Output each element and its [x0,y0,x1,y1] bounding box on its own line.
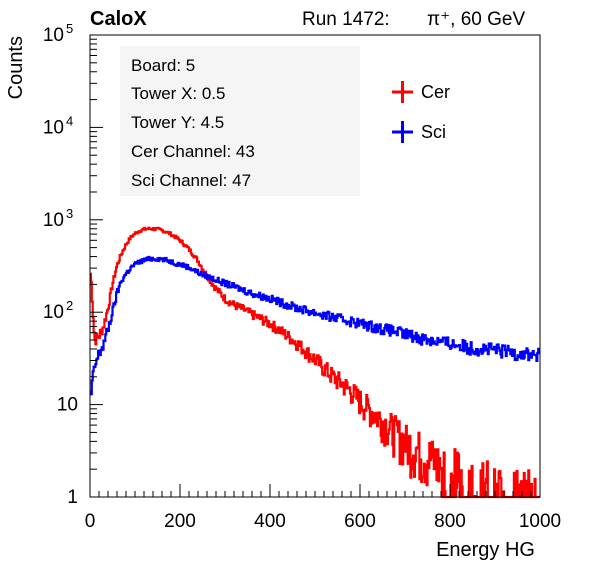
series-cer-line [89,226,540,499]
y-tick-label: 10 [43,302,64,323]
y-tick-label: 10 [43,117,64,138]
legend-cer-label: Cer [421,82,450,102]
x-tick-label: 800 [434,511,466,532]
series-sci-line [89,255,541,396]
info-box: Board: 5 Tower X: 0.5 Tower Y: 4.5 Cer C… [120,46,360,196]
axis-ticks [89,34,541,498]
info-sci-channel: Sci Channel: 47 [131,171,251,190]
x-tick-label: 200 [164,511,196,532]
y-tick-label-exponent: 4 [66,113,73,128]
x-tick-label: 400 [254,511,286,532]
y-tick-label: 10 [43,25,64,46]
y-tick-label-exponent: 3 [66,206,73,221]
legend: Cer Sci [392,81,450,143]
y-tick-label: 10 [43,210,64,231]
y-tick-label-exponent: 5 [66,21,73,36]
legend-sci-marker [392,121,413,143]
x-tick-label: 1000 [519,511,561,532]
info-board: Board: 5 [131,56,195,75]
y-tick-label: 10 [57,395,78,416]
y-tick-label-exponent: 2 [66,298,73,313]
legend-cer-marker [392,81,413,103]
beam-label: π⁺, 60 GeV [427,9,525,30]
info-cer-channel: Cer Channel: 43 [131,142,255,161]
legend-sci-label: Sci [421,122,446,142]
run-label: Run 1472: [302,9,390,30]
info-box-background [120,46,360,196]
x-tick-label: 0 [85,511,96,532]
x-axis-title: Energy HG [436,539,535,561]
y-tick-label: 1 [67,487,78,508]
info-tower-x: Tower X: 0.5 [131,84,226,103]
experiment-label: CaloX [90,8,147,30]
info-tower-y: Tower Y: 4.5 [131,113,224,132]
data-series [89,226,541,499]
x-tick-label: 600 [344,511,376,532]
y-axis-title: Counts [5,36,27,99]
